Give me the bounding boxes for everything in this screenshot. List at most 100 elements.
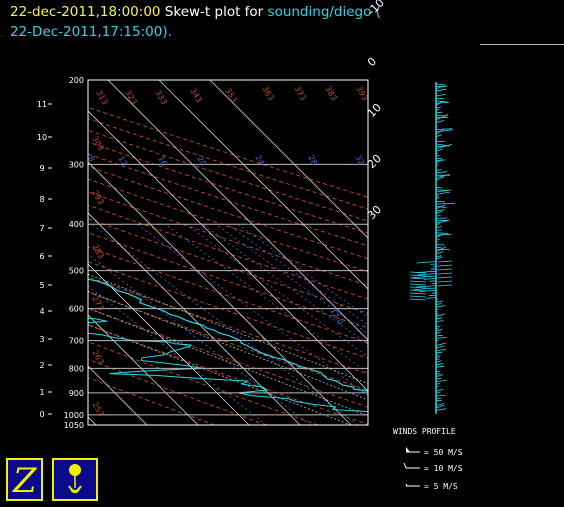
moist-adiabat xyxy=(88,307,368,417)
isotherm-line xyxy=(88,212,301,425)
dry-adiabat-label: 293 xyxy=(90,189,105,207)
pressure-tick-label: 1000 xyxy=(64,411,84,420)
wind-barb xyxy=(409,295,427,298)
wind-barb xyxy=(435,360,442,363)
wind-barb xyxy=(435,246,443,249)
pressure-tick-label: 900 xyxy=(69,389,84,398)
dry-adiabat xyxy=(88,191,368,286)
dry-adiabat-label: 253 xyxy=(90,401,105,419)
wind-barb xyxy=(409,298,427,301)
wind-barb xyxy=(435,174,450,178)
wind-barb xyxy=(435,303,442,306)
plot-border xyxy=(87,79,369,426)
wind-barb xyxy=(426,297,437,299)
dry-adiabat xyxy=(88,341,319,425)
wind-barb xyxy=(435,189,452,193)
dry-adiabat-label: 283 xyxy=(90,243,105,261)
height-km-label: 2 xyxy=(39,361,44,370)
title-station: sounding/diego ( xyxy=(267,4,381,20)
wind-barb xyxy=(435,388,444,392)
pressure-tick-label: 200 xyxy=(69,76,84,85)
wind-barb xyxy=(413,287,437,290)
wind-barb xyxy=(435,300,443,303)
wind-barb xyxy=(435,171,448,174)
isotherm-line xyxy=(88,263,250,425)
wind-barb xyxy=(435,128,445,135)
isotherm-label: 0 xyxy=(365,55,379,69)
wind-barb xyxy=(435,219,450,222)
wind-barb xyxy=(435,202,455,205)
wind-barb xyxy=(435,229,442,231)
moist-adiabat xyxy=(88,324,352,425)
height-km-label: 1 xyxy=(39,388,44,397)
wind-barb xyxy=(416,261,437,264)
dry-adiabat xyxy=(88,232,368,329)
svg-text:Z: Z xyxy=(12,461,38,499)
dry-adiabat xyxy=(88,218,368,314)
isotherm-line xyxy=(0,80,45,425)
wind-barb xyxy=(435,256,443,260)
dry-adiabat xyxy=(88,153,368,247)
wind-barb xyxy=(435,404,445,409)
wind-barb xyxy=(435,394,446,397)
wind-barb xyxy=(437,272,453,275)
height-km-label: 10 xyxy=(37,133,47,142)
legend-label: = 5 M/S xyxy=(424,482,458,491)
wind-barb xyxy=(435,399,442,402)
wind-barb xyxy=(435,164,439,166)
balloon-logo-icon[interactable] xyxy=(52,458,98,501)
dry-adiabat-label: 383 xyxy=(323,85,338,103)
dry-adiabat-label: 313 xyxy=(94,89,109,107)
dry-adiabat xyxy=(88,141,368,234)
wind-barb xyxy=(409,292,427,295)
wind-barb xyxy=(435,313,446,318)
wind-barb xyxy=(435,197,440,200)
wind-barb xyxy=(435,408,447,411)
dry-adiabat xyxy=(88,165,368,260)
mixing-ratio-line xyxy=(237,223,368,318)
wind-barb xyxy=(435,144,453,150)
wind-barb xyxy=(435,226,442,229)
wind-barb xyxy=(437,284,453,287)
moist-adiabat xyxy=(88,290,368,401)
wind-barb xyxy=(435,373,441,375)
isotherm-line xyxy=(88,161,352,425)
legend-full-barb-icon xyxy=(403,462,407,469)
wind-barb xyxy=(435,380,447,382)
wind-barb xyxy=(417,273,437,276)
mixing-ratio-line xyxy=(202,223,368,345)
height-km-label: 4 xyxy=(39,307,44,316)
dry-adiabat xyxy=(88,106,368,198)
wind-barb xyxy=(435,363,444,366)
pressure-tick-label: 400 xyxy=(69,220,84,229)
wind-barb xyxy=(435,100,443,106)
wind-barb xyxy=(409,274,427,277)
wind-barb xyxy=(409,289,427,292)
z-logo-icon[interactable]: Z xyxy=(6,458,43,501)
wind-barb xyxy=(435,158,443,164)
height-km-label: 3 xyxy=(39,335,44,344)
mixing-ratio-label: 20 xyxy=(195,155,208,168)
pressure-tick-label: 1050 xyxy=(64,421,84,430)
legend-label: = 50 M/S xyxy=(424,448,463,457)
wind-barb xyxy=(435,106,441,109)
wind-barb xyxy=(435,222,440,226)
height-km-label: 5 xyxy=(39,281,44,290)
wind-barb xyxy=(415,285,437,288)
wind-barb xyxy=(435,374,444,378)
wind-barb xyxy=(435,134,442,138)
isotherm-line xyxy=(88,314,199,425)
mixing-ratio-line xyxy=(215,223,368,335)
mixing-ratio-label: 8 xyxy=(86,155,96,164)
wind-barb xyxy=(435,233,452,236)
wind-barb xyxy=(437,280,453,283)
pressure-tick-label: 600 xyxy=(69,305,84,314)
wind-barb xyxy=(419,290,437,292)
dry-adiabat xyxy=(88,118,368,210)
dry-adiabat xyxy=(88,178,368,273)
wind-barb xyxy=(435,111,443,114)
wind-barb xyxy=(435,317,443,320)
wind-barb xyxy=(435,217,448,219)
wind-barb xyxy=(435,403,444,406)
